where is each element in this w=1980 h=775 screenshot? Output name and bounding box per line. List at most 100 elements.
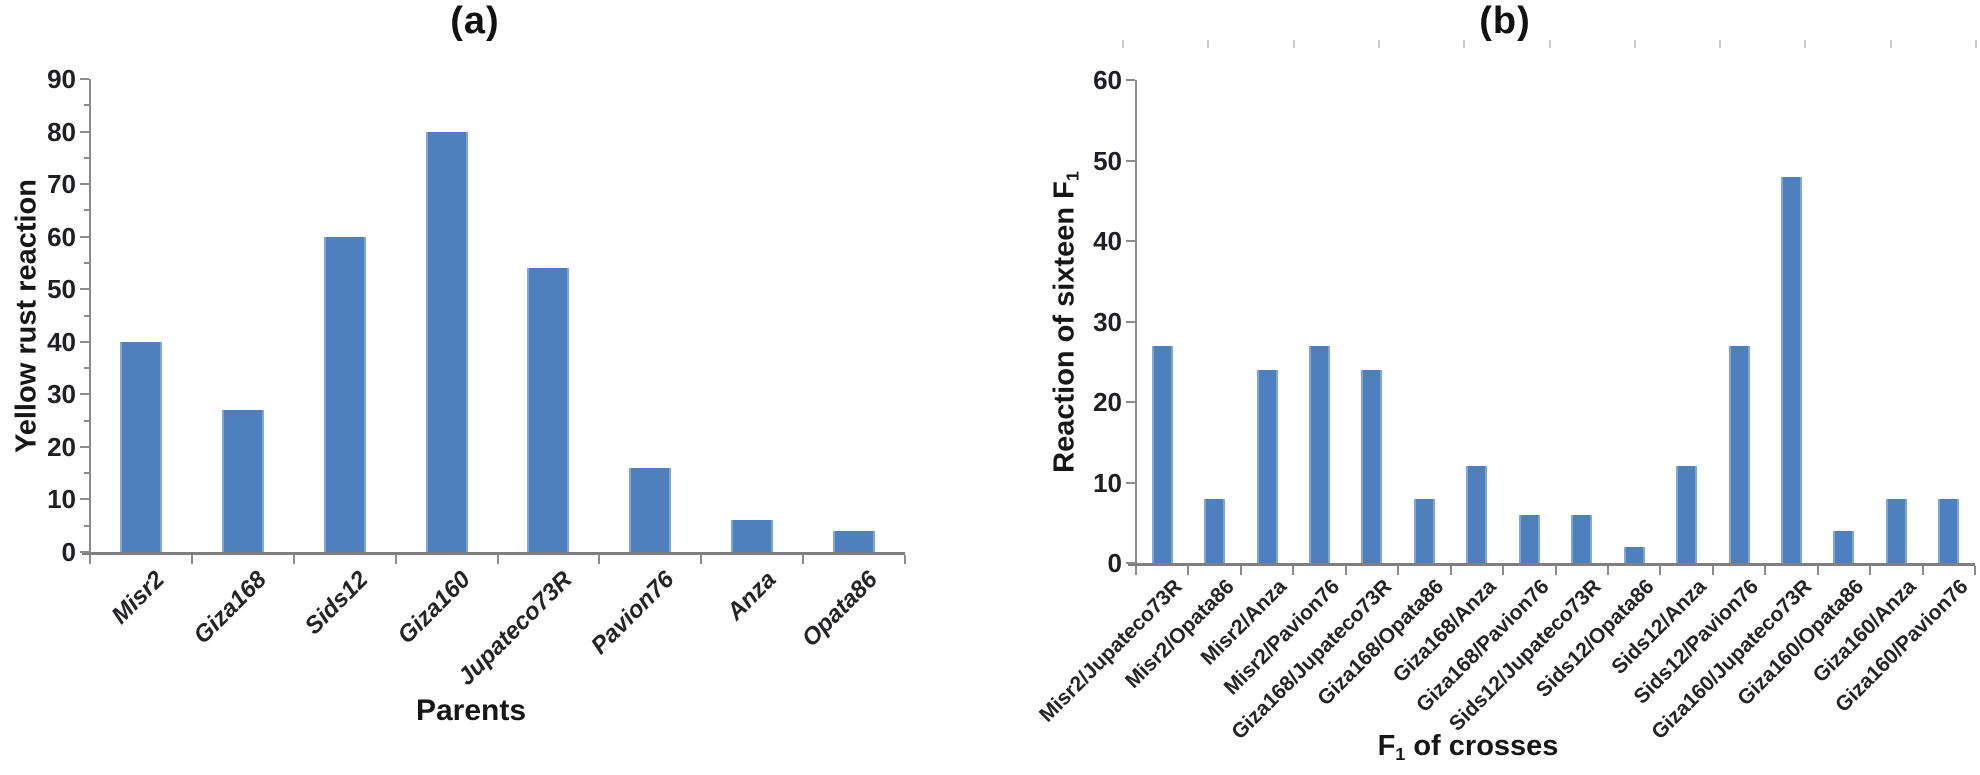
y-tick-label: 60: [47, 221, 76, 252]
y-major-tick: [80, 551, 89, 553]
x-category-label: Opata86: [797, 566, 884, 653]
subscript-text: 1: [1395, 744, 1406, 765]
x-boundary-tick: [89, 555, 91, 564]
y-minor-tick: [84, 314, 89, 317]
y-tick-label: 20: [47, 431, 76, 462]
faint-top-tick: [1122, 40, 1124, 48]
faint-top-tick: [1634, 40, 1636, 48]
y-minor-tick: [84, 104, 89, 107]
y-tick-label: 10: [1093, 467, 1122, 498]
panel-a: (a) Yellow rust reaction Parents 0 10 20 30…: [6, 0, 906, 728]
panel-a-title: (a): [450, 0, 500, 42]
faint-top-tick: [1207, 40, 1209, 48]
x-boundary-tick: [1239, 566, 1242, 575]
bar: [1729, 346, 1750, 563]
faint-top-tick: [1549, 40, 1551, 48]
x-axis-line: [1128, 563, 1975, 566]
bar: [1624, 547, 1645, 563]
faint-top-tick: [1975, 40, 1977, 48]
y-minor-tick: [84, 419, 89, 422]
y-tick-label: 0: [1107, 548, 1122, 578]
y-minor-tick: [84, 156, 89, 159]
y-axis-line: [89, 79, 91, 552]
bar: [1571, 515, 1592, 563]
y-tick-label: 30: [47, 379, 76, 410]
y-axis-line: [1135, 80, 1137, 563]
x-boundary-tick: [1135, 566, 1137, 575]
faint-top-tick: [1463, 40, 1465, 48]
x-boundary-tick: [1292, 566, 1295, 575]
bar: [1152, 346, 1173, 563]
x-boundary-tick: [1502, 566, 1505, 575]
y-major-tick: [80, 393, 89, 396]
x-boundary-tick: [496, 555, 499, 564]
label-text: F: [1377, 730, 1396, 762]
y-major-tick: [1126, 562, 1135, 564]
x-boundary-tick: [1869, 566, 1872, 575]
y-tick-label: 80: [47, 116, 76, 147]
y-tick-label: 40: [1093, 226, 1122, 256]
x-boundary-tick: [1921, 566, 1924, 575]
y-tick-label: 50: [1093, 145, 1122, 176]
x-boundary-tick: [1711, 566, 1714, 575]
x-boundary-tick: [802, 555, 805, 564]
x-boundary-tick: [1449, 566, 1452, 575]
y-minor-tick: [84, 261, 89, 264]
x-axis-line: [82, 552, 905, 555]
x-boundary-tick: [1554, 566, 1557, 575]
label-text: of crosses: [1405, 730, 1559, 762]
y-major-tick: [1126, 240, 1135, 242]
x-boundary-tick: [904, 555, 906, 564]
x-category-label: Pavion76: [585, 566, 680, 660]
bar: [527, 268, 569, 552]
y-tick-label: 0: [61, 537, 76, 567]
bar: [324, 237, 366, 552]
x-boundary-tick: [1764, 566, 1767, 575]
faint-top-tick: [1804, 40, 1806, 48]
y-major-tick: [80, 183, 89, 186]
label-text: Parents: [415, 694, 527, 727]
x-boundary-tick: [598, 555, 601, 564]
y-major-tick: [1126, 320, 1135, 323]
x-boundary-tick: [190, 555, 193, 564]
y-major-tick: [80, 78, 89, 80]
bar: [222, 410, 264, 552]
y-minor-tick: [84, 367, 89, 370]
x-category-label: Sids12: [299, 566, 374, 640]
label-text: Yellow rust reaction: [10, 178, 42, 453]
y-tick-label: 10: [47, 484, 76, 515]
bar: [629, 468, 671, 552]
panel-a-x-axis-title: Parents: [416, 694, 526, 728]
bar: [731, 520, 773, 552]
y-major-tick: [80, 288, 89, 291]
x-category-label: Anza: [721, 566, 782, 626]
y-tick-label: 30: [1093, 306, 1122, 337]
bar: [1361, 370, 1382, 563]
faint-top-tick: [1890, 40, 1892, 48]
panel-a-y-axis-title: Yellow rust reaction: [6, 79, 46, 552]
x-boundary-tick: [1659, 566, 1662, 575]
y-tick-label: 70: [47, 169, 76, 200]
x-boundary-tick: [1816, 566, 1819, 575]
y-tick-label: 60: [1093, 65, 1122, 95]
x-boundary-tick: [1606, 566, 1609, 575]
x-category-label: Misr2: [106, 566, 171, 630]
bar: [1309, 346, 1330, 563]
panel-b-x-axis-title: F1 of crosses: [1377, 730, 1559, 765]
bar: [426, 132, 468, 552]
y-major-tick: [80, 445, 89, 448]
x-category-label: Giza168: [188, 566, 272, 650]
y-tick-label: 20: [1093, 387, 1122, 417]
faint-top-tick: [1378, 40, 1380, 48]
bar: [1938, 499, 1959, 563]
bar: [1886, 499, 1907, 563]
x-boundary-tick: [700, 555, 703, 564]
x-boundary-tick: [1187, 566, 1190, 575]
faint-top-tick: [1719, 40, 1721, 48]
y-tick-label: 50: [47, 274, 76, 305]
x-boundary-tick: [1974, 566, 1976, 575]
bar: [1833, 531, 1854, 563]
bar: [1257, 370, 1278, 563]
y-major-tick: [80, 130, 89, 133]
